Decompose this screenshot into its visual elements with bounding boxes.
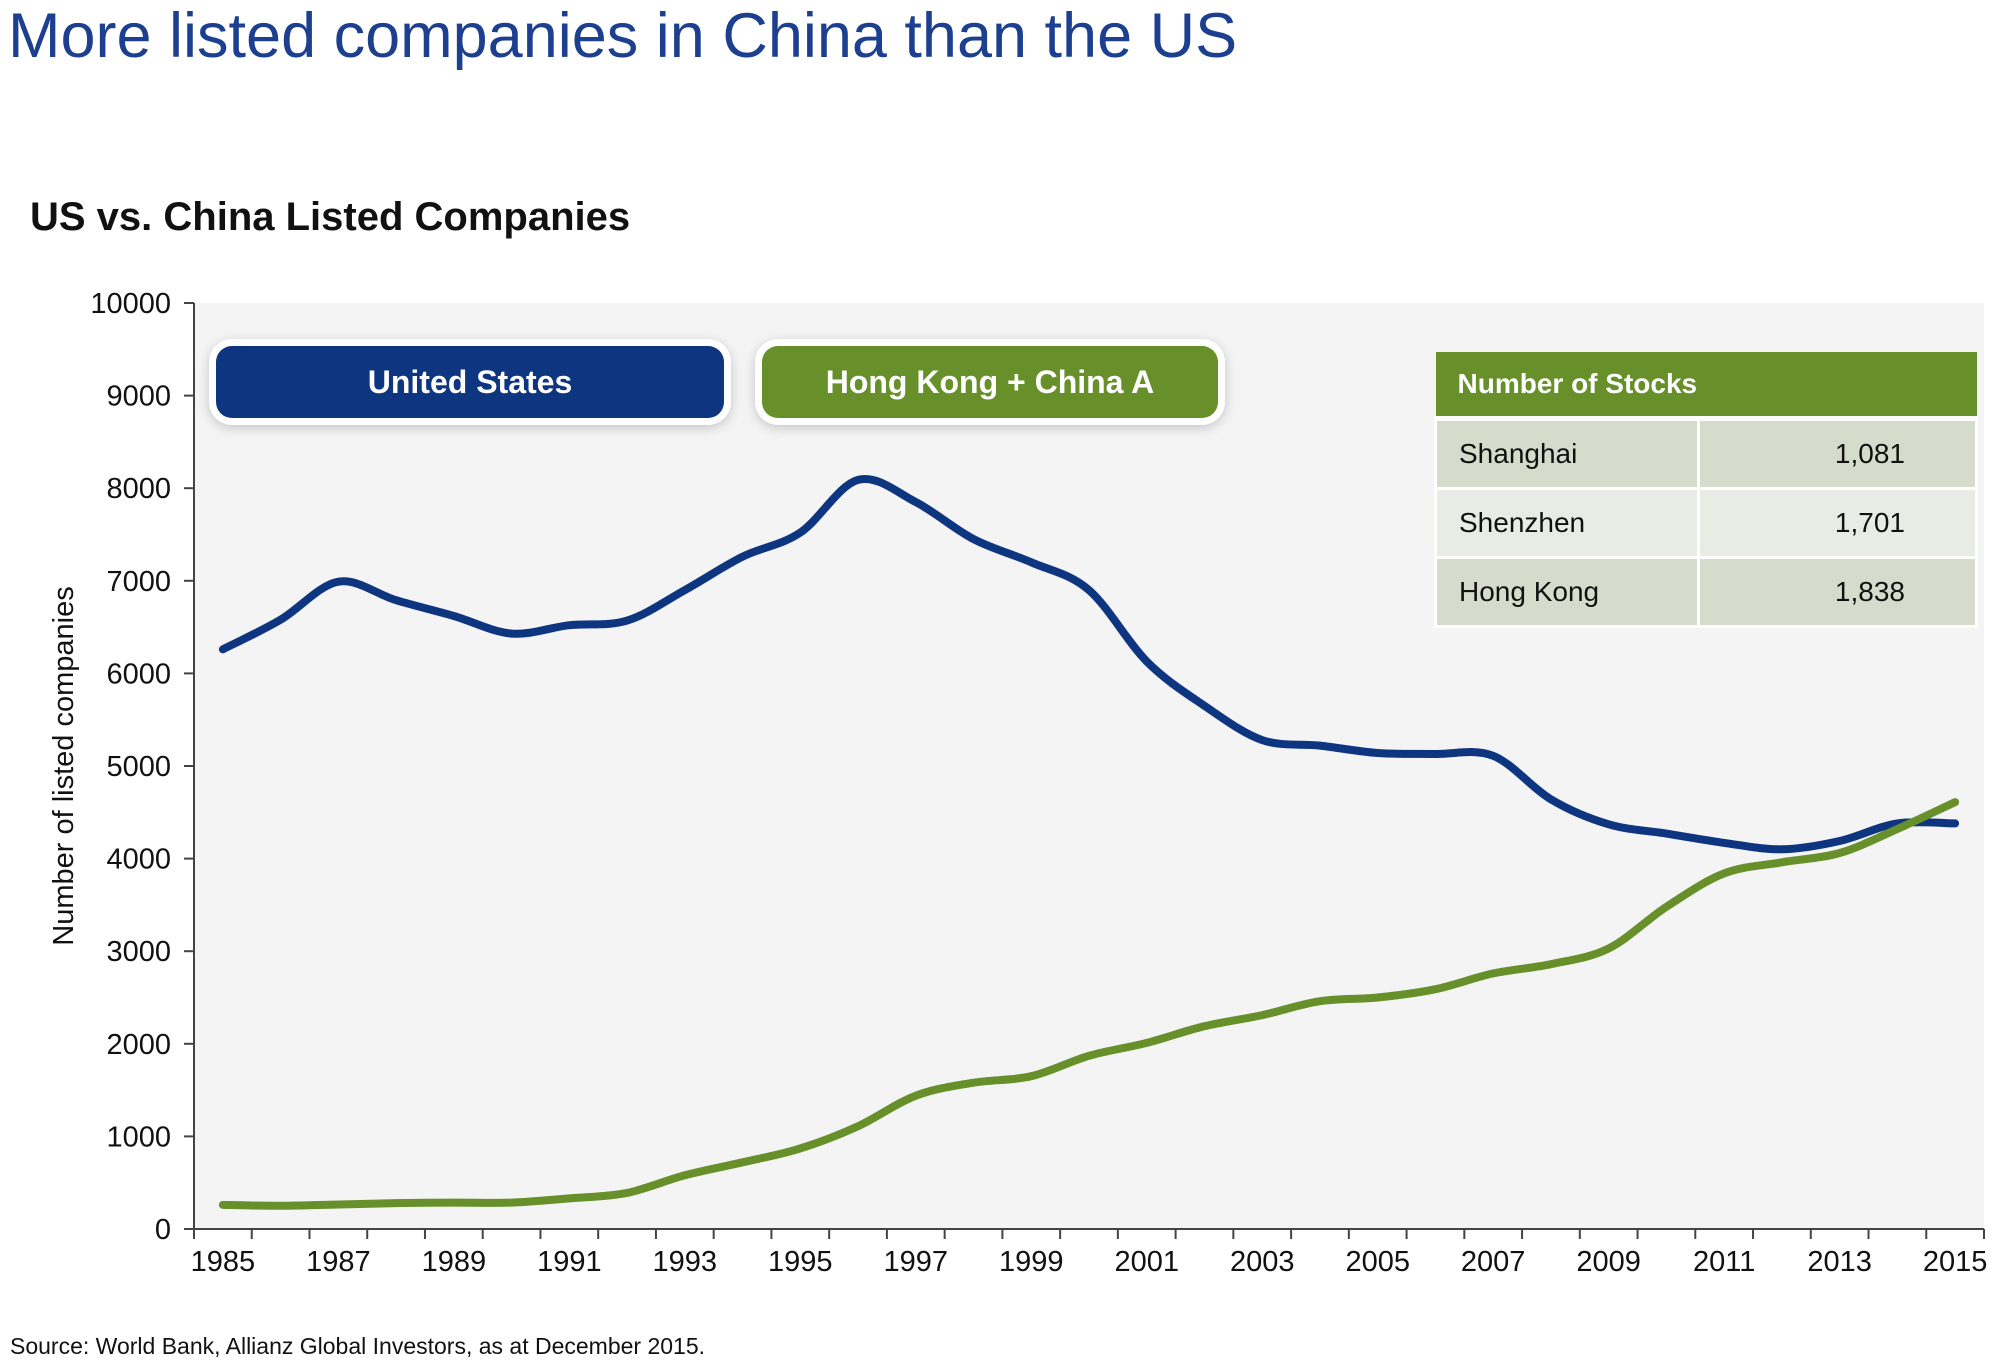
x-tick-label: 1987 <box>306 1246 371 1278</box>
x-tick-label: 2011 <box>1693 1246 1755 1278</box>
legend-united-states: United States <box>216 346 724 418</box>
x-tick-label: 2003 <box>1230 1246 1295 1278</box>
y-tick-label: 6000 <box>106 658 171 690</box>
x-tick-label: 2007 <box>1461 1246 1526 1278</box>
series-line-united-states <box>218 475 1960 854</box>
y-tick-label: 2000 <box>106 1029 171 1061</box>
number-of-stocks-table: Number of Stocks Shanghai 1,081 Shenzhen… <box>1434 352 1978 628</box>
x-tick-label: 2001 <box>1114 1246 1179 1278</box>
chart-title: US vs. China Listed Companies <box>30 195 631 239</box>
table-row: Shenzhen 1,701 <box>1434 487 1978 559</box>
y-tick-label: 4000 <box>106 844 171 876</box>
market-cell: Hong Kong <box>1434 556 1700 628</box>
table-header: Number of Stocks <box>1435 352 1977 421</box>
x-tick-label: 2013 <box>1807 1246 1872 1278</box>
x-tick-label: 1999 <box>999 1246 1064 1278</box>
x-tick-label: 2015 <box>1923 1246 1988 1278</box>
x-tick-label: 1997 <box>884 1246 949 1278</box>
count-cell: 1,081 <box>1697 417 1978 490</box>
x-tick-label: 2005 <box>1345 1246 1410 1278</box>
slide-title: More listed companies in China than the … <box>8 1 1238 71</box>
table-row: Hong Kong 1,838 <box>1434 556 1978 628</box>
x-tick-label: 1989 <box>422 1246 487 1278</box>
y-tick-label: 10000 <box>90 288 171 320</box>
count-cell: 1,838 <box>1697 556 1978 628</box>
y-tick-label: 8000 <box>106 473 171 505</box>
legend-label: Hong Kong + China A <box>825 363 1155 400</box>
series-line-hong-kong-china-a <box>218 798 1960 1210</box>
x-tick-label: 2009 <box>1576 1246 1641 1278</box>
market-cell: Shenzhen <box>1434 487 1700 559</box>
x-tick-label: 1991 <box>537 1246 602 1278</box>
market-cell: Shanghai <box>1434 417 1700 490</box>
y-axis-label: Number of listed companies <box>48 586 80 945</box>
x-tick-label: 1993 <box>653 1246 718 1278</box>
x-tick-label: 1985 <box>191 1246 256 1278</box>
y-tick-label: 1000 <box>106 1121 171 1153</box>
legend-hong-kong-china-a: Hong Kong + China A <box>762 346 1218 418</box>
y-tick-label: 5000 <box>106 751 171 783</box>
y-tick-label: 7000 <box>106 566 171 598</box>
table-row: Shanghai 1,081 <box>1434 417 1978 490</box>
legend-label: United States <box>367 363 573 400</box>
count-cell: 1,701 <box>1697 487 1978 559</box>
x-tick-label: 1995 <box>768 1246 833 1278</box>
y-tick-label: 9000 <box>106 381 171 413</box>
source-note: Source: World Bank, Allianz Global Inves… <box>10 1333 706 1359</box>
y-tick-label: 0 <box>155 1214 171 1246</box>
y-tick-label: 3000 <box>106 936 171 968</box>
